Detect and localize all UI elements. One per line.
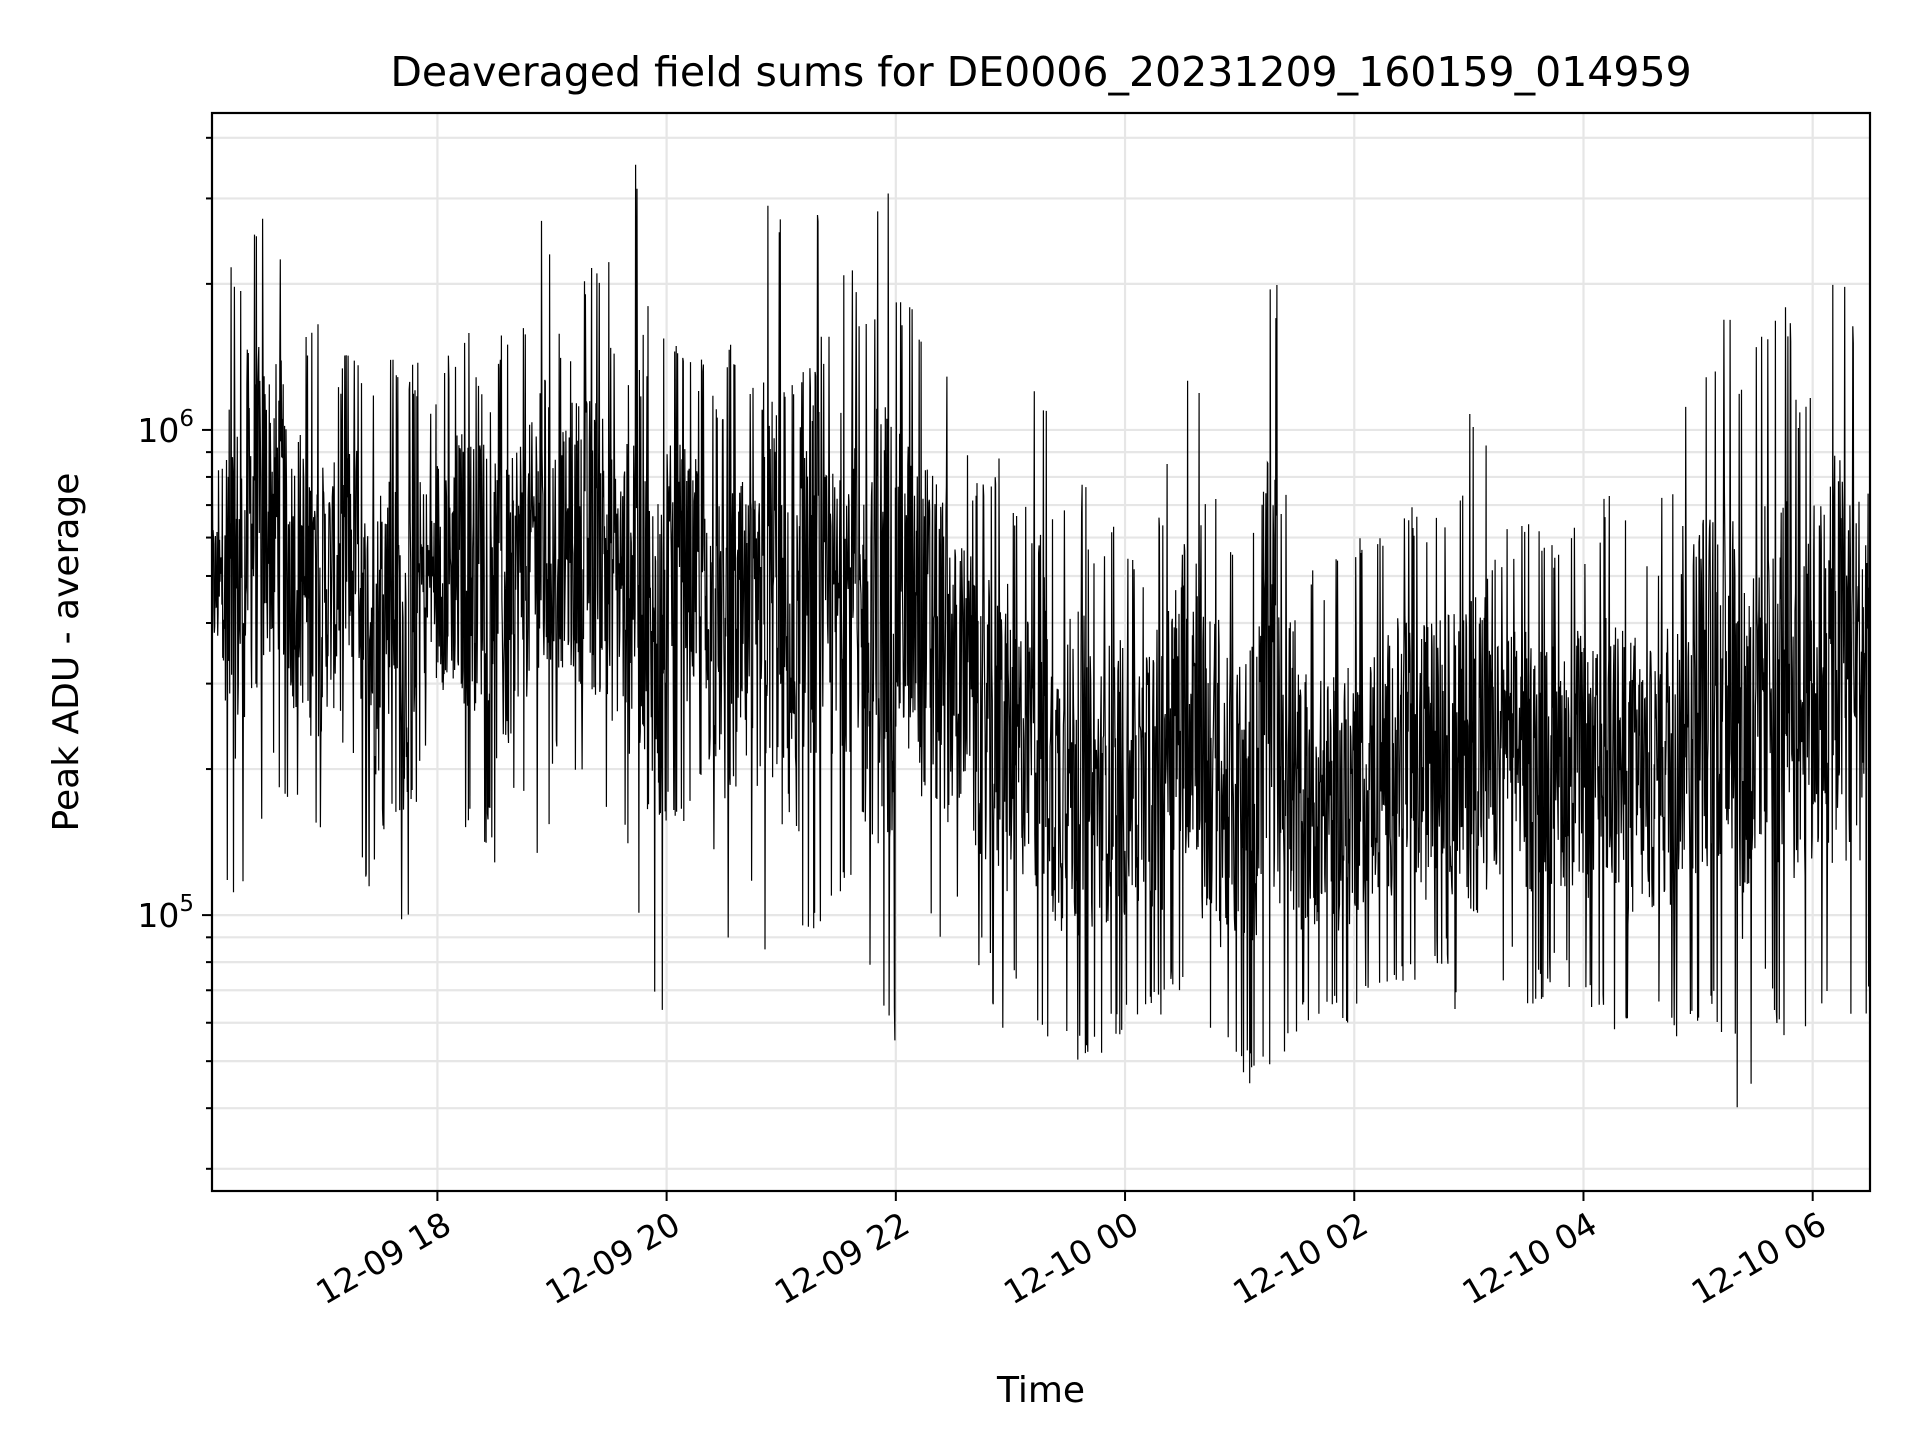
y-tick-exponent: 6 <box>179 406 194 432</box>
y-tick-label: 105 <box>137 891 194 935</box>
x-tick-label: 12-10 00 <box>997 1204 1145 1312</box>
x-tick-label: 12-10 04 <box>1455 1204 1603 1312</box>
chart-title: Deaveraged field sums for DE0006_2023120… <box>390 48 1691 96</box>
x-tick-label: 12-09 20 <box>539 1204 687 1312</box>
x-axis-label: Time <box>996 1370 1085 1411</box>
y-tick-label: 106 <box>137 406 194 450</box>
x-tick-label: 12-09 18 <box>309 1204 457 1312</box>
plot-frame <box>210 111 1872 1193</box>
y-axis-label: Peak ADU - average <box>46 473 87 832</box>
x-tick-label: 12-09 22 <box>768 1204 916 1312</box>
y-tick-base: 10 <box>137 896 179 935</box>
x-tick-label: 12-10 06 <box>1685 1204 1833 1312</box>
plot-area <box>211 164 1871 1108</box>
y-tick-exponent: 5 <box>179 891 194 917</box>
x-tick-label: 12-10 02 <box>1226 1204 1374 1312</box>
y-tick-base: 10 <box>137 411 179 450</box>
series-line <box>211 164 1871 1108</box>
